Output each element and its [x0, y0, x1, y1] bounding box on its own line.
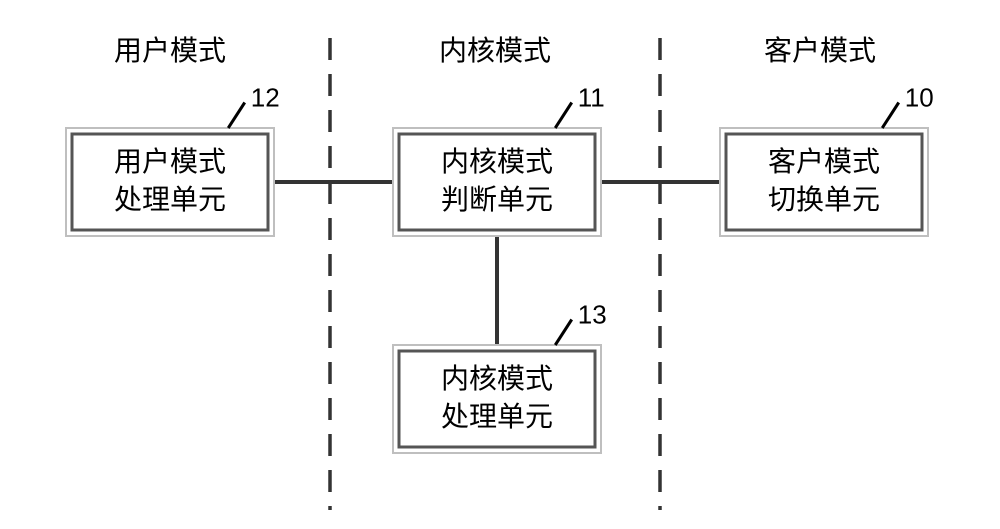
- node-label-line2: 处理单元: [441, 401, 553, 433]
- node-label-line1: 内核模式: [441, 146, 553, 178]
- column-header: 内核模式: [439, 35, 551, 67]
- node-label-line2: 处理单元: [114, 184, 226, 216]
- node-label-line2: 判断单元: [441, 184, 553, 216]
- node-number: 13: [578, 300, 607, 330]
- node-label-line1: 用户模式: [114, 146, 226, 178]
- node-number: 12: [251, 83, 280, 113]
- node-label-line1: 客户模式: [768, 146, 880, 178]
- node-number: 11: [578, 83, 605, 113]
- column-header: 用户模式: [114, 35, 226, 67]
- node-number: 10: [905, 83, 934, 113]
- diagram-root: 用户模式内核模式客户模式用户模式处理单元12内核模式判断单元11客户模式切换单元…: [0, 0, 1000, 524]
- column-header: 客户模式: [764, 35, 876, 67]
- node-label-line1: 内核模式: [441, 363, 553, 395]
- node-label-line2: 切换单元: [768, 184, 880, 216]
